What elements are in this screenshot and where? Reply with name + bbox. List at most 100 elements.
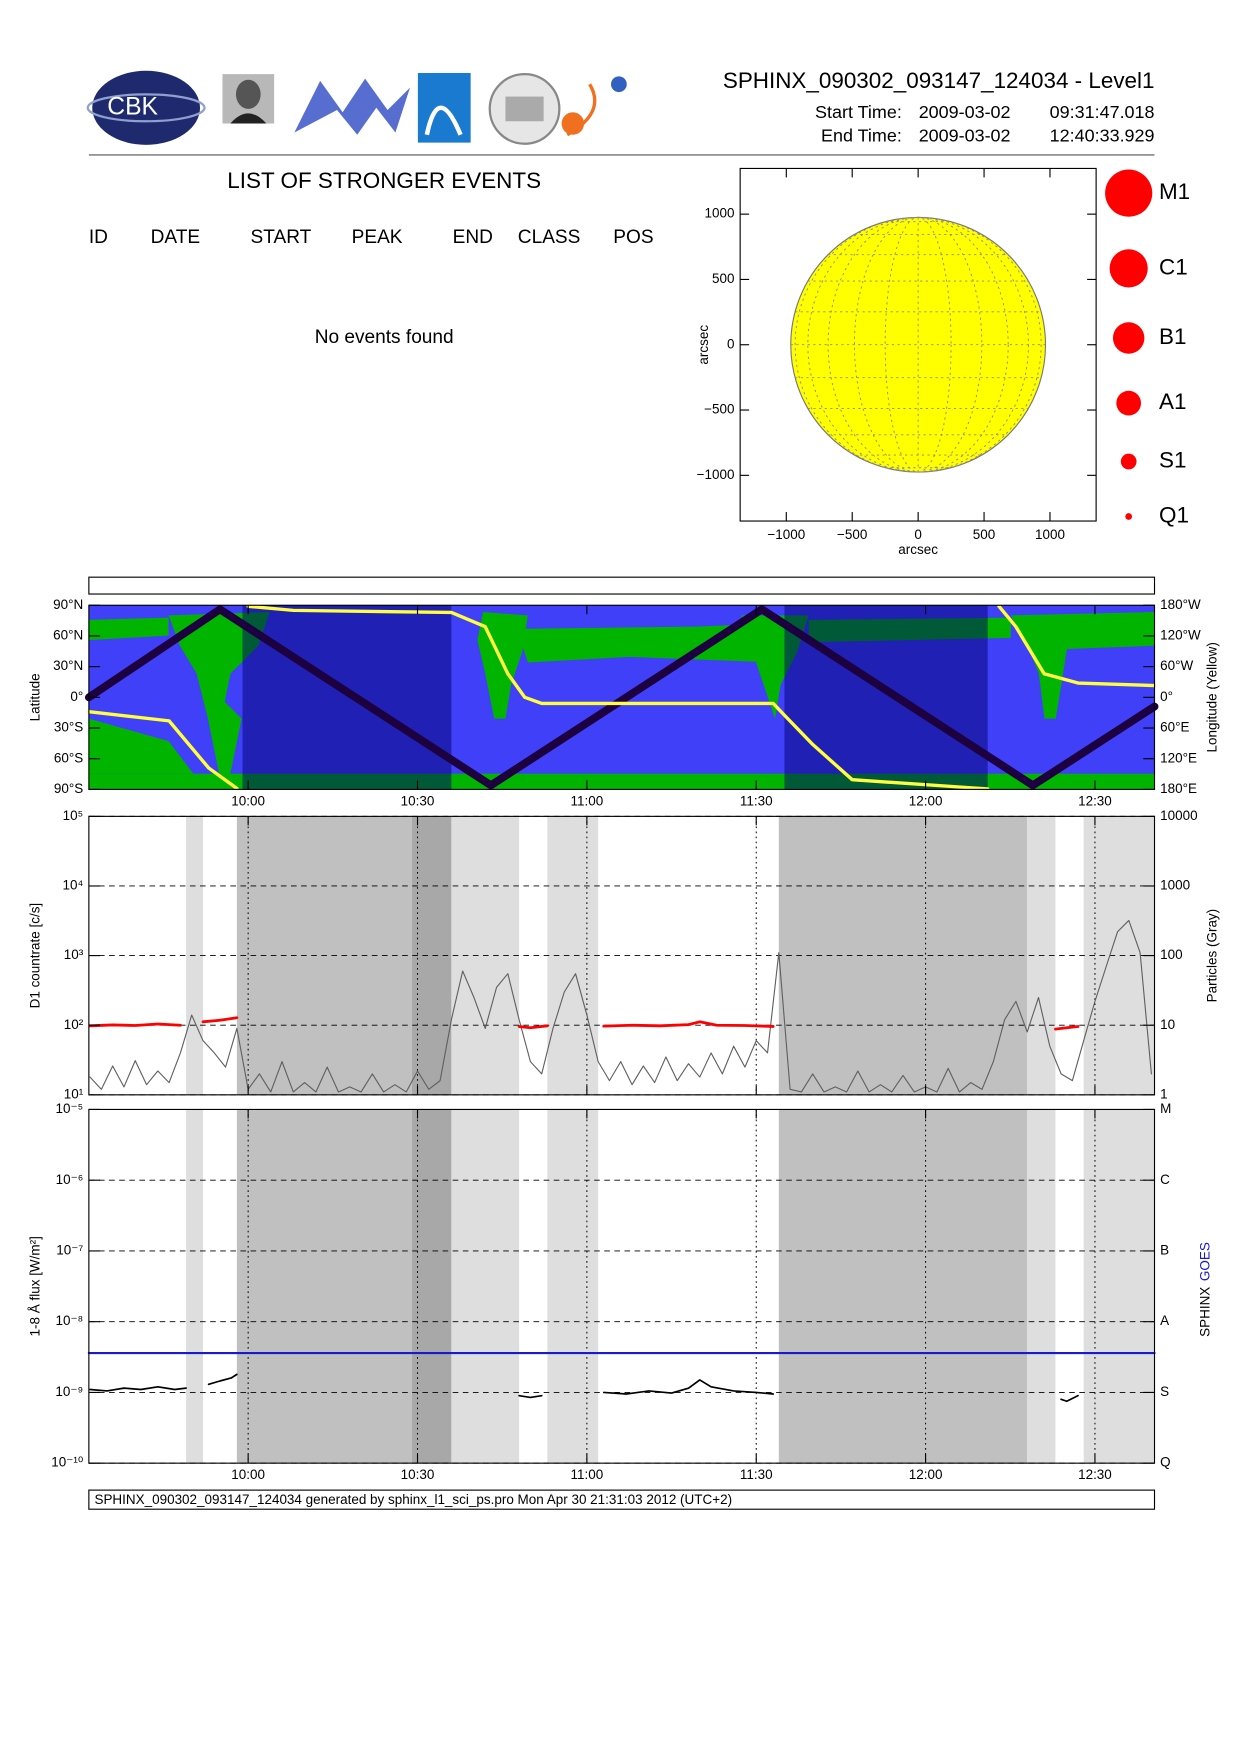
shade xyxy=(242,605,452,790)
shade xyxy=(451,1109,520,1464)
y2-tick-label: 100 xyxy=(1160,947,1182,962)
mpan-logo xyxy=(294,78,411,135)
land xyxy=(516,623,775,663)
legend-label: S1 xyxy=(1159,447,1186,472)
y-axis-label: Latitude xyxy=(28,673,43,721)
shade xyxy=(547,1109,599,1464)
x-tick-label: 11:00 xyxy=(571,793,604,808)
seal-building xyxy=(505,96,544,122)
shade xyxy=(778,1109,1028,1464)
series-line xyxy=(88,1016,1080,1031)
plot-frame xyxy=(88,1108,1156,1464)
column-header: ID xyxy=(89,227,108,248)
footer: SPHINX_090302_093147_124034 generated by… xyxy=(94,1492,732,1507)
x-tick-label: 0 xyxy=(914,527,922,542)
y-tick-label: 10⁴ xyxy=(62,878,83,893)
y2-tick-label: 0° xyxy=(1160,689,1173,704)
y2-tick-label: 60°W xyxy=(1160,658,1193,673)
series-line xyxy=(89,1373,1079,1403)
y-tick-label: 60°N xyxy=(53,628,83,643)
series-line xyxy=(84,605,1159,790)
series-line xyxy=(87,604,1157,791)
footer-box xyxy=(88,1489,1156,1510)
land xyxy=(88,718,194,774)
y-tick-label: 10⁵ xyxy=(63,808,84,823)
x-tick-label: 10:30 xyxy=(401,1467,435,1482)
start-time: 09:31:47.018 xyxy=(1050,102,1155,122)
y-tick-label: 90°N xyxy=(53,597,83,612)
shade xyxy=(1083,1109,1155,1464)
portrait-face xyxy=(235,79,261,109)
institute-arc xyxy=(424,105,463,136)
orange-swoosh xyxy=(566,83,597,137)
column-header: START xyxy=(251,227,312,248)
y-tick-label: 10⁻⁷ xyxy=(56,1242,83,1257)
y2-tick-label: 120°E xyxy=(1160,750,1197,765)
legend-label: Q1 xyxy=(1159,502,1189,527)
column-header: PEAK xyxy=(352,227,403,248)
legend-marker xyxy=(1120,453,1137,470)
cbk-logo xyxy=(92,70,201,145)
legend-label: C1 xyxy=(1159,254,1188,279)
legend-marker xyxy=(1125,513,1133,520)
shade xyxy=(186,1109,203,1464)
y2-tick-label: 10 xyxy=(1160,1017,1175,1032)
y-tick-label: 0° xyxy=(70,689,83,704)
y-tick-label: −1000 xyxy=(697,467,735,482)
land xyxy=(1010,611,1155,719)
legend-marker xyxy=(1109,249,1148,288)
shade xyxy=(1027,1109,1056,1464)
x-tick-label: 1000 xyxy=(1035,527,1065,542)
y-tick-label: 30°N xyxy=(53,658,83,673)
events-title: LIST OF STRONGER EVENTS xyxy=(227,168,541,193)
y-tick-label: 10² xyxy=(64,1017,84,1032)
y-tick-label: −500 xyxy=(704,402,734,417)
legend-label: M1 xyxy=(1159,179,1190,204)
solar-disk xyxy=(790,216,1047,473)
y-tick-label: 10⁻⁵ xyxy=(56,1101,84,1116)
legend-label: A1 xyxy=(1159,389,1186,414)
legend-label: B1 xyxy=(1159,324,1186,349)
shade xyxy=(784,605,988,790)
y2-tick-label: 120°W xyxy=(1160,628,1201,643)
y-axis-label: arcsec xyxy=(696,325,711,365)
column-header: POS xyxy=(613,227,653,248)
x-tick-label: 500 xyxy=(973,527,995,542)
legend-label: SPHINX xyxy=(1198,1287,1213,1337)
legend-label: GOES xyxy=(1198,1242,1213,1281)
y2-tick-label: 180°E xyxy=(1160,781,1197,796)
y-tick-label: 90°S xyxy=(54,781,83,796)
y-tick-label: 60°S xyxy=(54,750,83,765)
meridian xyxy=(827,216,1009,473)
x-tick-label: 12:30 xyxy=(1078,793,1112,808)
x-tick-label: 12:00 xyxy=(909,793,943,808)
x-tick-label: 12:00 xyxy=(909,1467,943,1482)
land xyxy=(88,617,169,641)
blank-box xyxy=(88,576,1156,595)
y-tick-label: 10⁻⁹ xyxy=(55,1384,83,1399)
y2-axis-label: Longitude (Yellow) xyxy=(1204,642,1219,752)
x-tick-label: 11:30 xyxy=(740,793,773,808)
end-date: 2009-03-02 xyxy=(919,126,1011,146)
x-tick-label: 11:30 xyxy=(740,1467,773,1482)
y2-tick-label: B xyxy=(1160,1242,1169,1257)
y2-tick-label: 1000 xyxy=(1160,878,1190,893)
x-tick-label: −1000 xyxy=(767,527,805,542)
y-tick-label: 10⁻¹⁰ xyxy=(51,1455,83,1470)
y-axis-label: D1 countrate [c/s] xyxy=(28,903,43,1009)
x-tick-label: 10:00 xyxy=(231,1467,265,1482)
x-tick-label: 11:00 xyxy=(571,1467,604,1482)
y2-tick-label: Q xyxy=(1160,1455,1170,1470)
legend-marker xyxy=(1116,390,1142,416)
y-tick-label: 10³ xyxy=(64,947,84,962)
y-axis-label: 1-8 Å flux [W/m²] xyxy=(28,1236,43,1336)
events-message: No events found xyxy=(315,327,454,348)
column-header: DATE xyxy=(151,227,200,248)
column-header: END xyxy=(453,227,493,248)
shade xyxy=(411,1109,452,1464)
start-label: Start Time: xyxy=(815,102,902,122)
y2-tick-label: 60°E xyxy=(1160,720,1189,735)
